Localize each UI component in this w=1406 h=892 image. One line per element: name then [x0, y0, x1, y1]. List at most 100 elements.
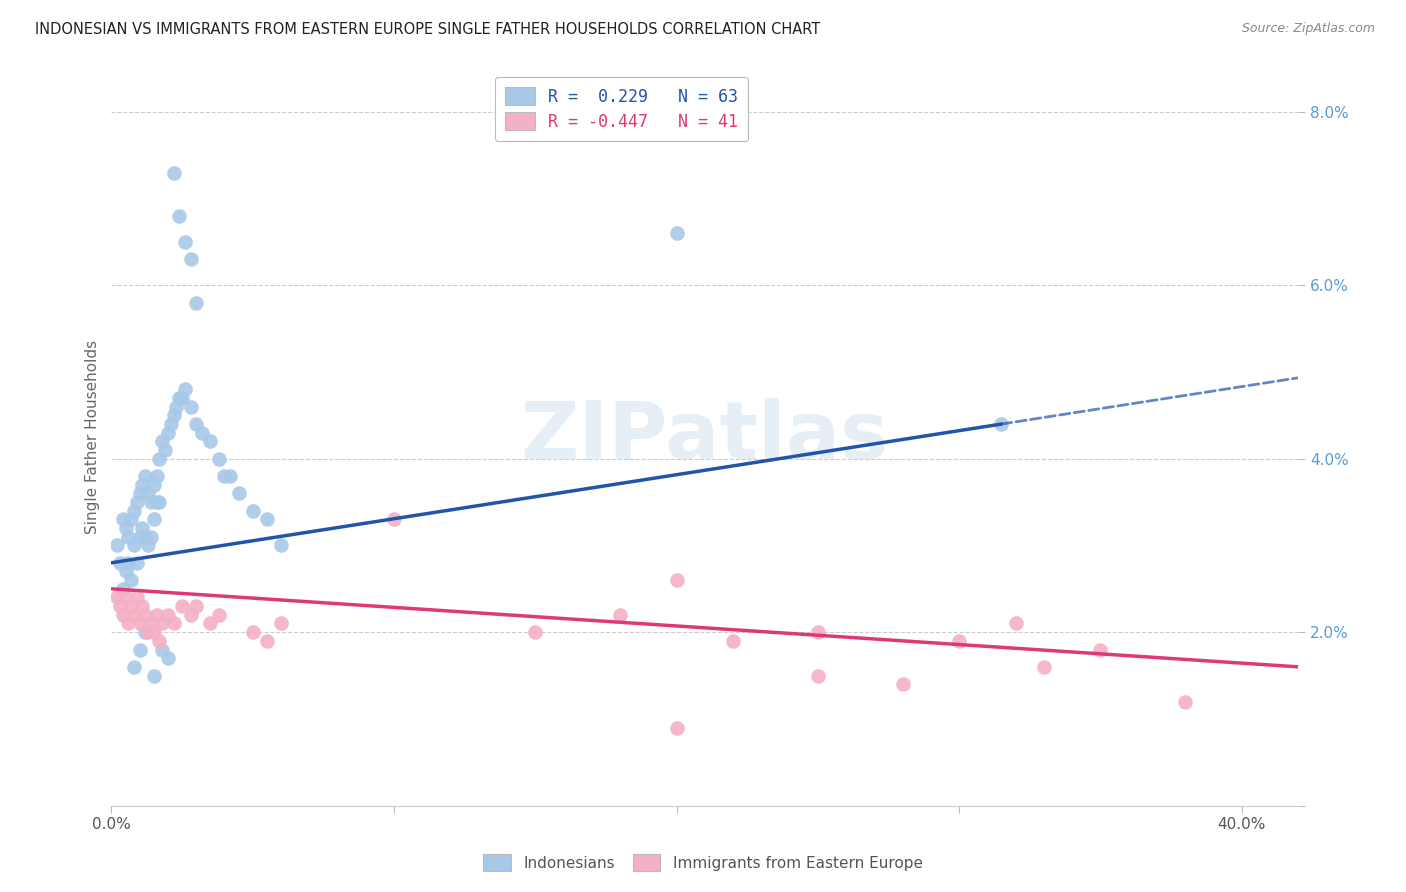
- Point: [122, 660, 145, 674]
- Point: [122, 607, 145, 622]
- Point: [142, 668, 165, 682]
- Point: [208, 607, 231, 622]
- Point: [117, 530, 139, 544]
- Point: [136, 486, 159, 500]
- Point: [162, 165, 184, 179]
- Legend: R =  0.229   N = 63, R = -0.447   N = 41: R = 0.229 N = 63, R = -0.447 N = 41: [495, 77, 748, 141]
- Point: [165, 400, 187, 414]
- Point: [125, 591, 148, 605]
- Point: [131, 477, 153, 491]
- Text: ZIPatlas: ZIPatlas: [520, 398, 889, 476]
- Point: [200, 616, 222, 631]
- Point: [200, 434, 222, 449]
- Point: [170, 599, 193, 614]
- Point: [128, 486, 150, 500]
- Point: [122, 504, 145, 518]
- Point: [111, 607, 134, 622]
- Point: [167, 209, 190, 223]
- Point: [148, 495, 170, 509]
- Point: [807, 668, 830, 682]
- Point: [114, 521, 136, 535]
- Point: [382, 512, 405, 526]
- Point: [111, 512, 134, 526]
- Point: [120, 573, 142, 587]
- Point: [117, 616, 139, 631]
- Point: [105, 591, 128, 605]
- Point: [136, 625, 159, 640]
- Point: [242, 625, 264, 640]
- Point: [162, 409, 184, 423]
- Point: [159, 417, 181, 431]
- Point: [1004, 616, 1026, 631]
- Point: [134, 625, 156, 640]
- Point: [1090, 642, 1112, 657]
- Point: [173, 235, 195, 249]
- Point: [167, 391, 190, 405]
- Point: [145, 495, 167, 509]
- Point: [131, 521, 153, 535]
- Point: [186, 599, 208, 614]
- Point: [145, 469, 167, 483]
- Point: [111, 582, 134, 596]
- Point: [721, 633, 744, 648]
- Point: [134, 469, 156, 483]
- Point: [807, 625, 830, 640]
- Point: [108, 556, 131, 570]
- Point: [156, 651, 179, 665]
- Point: [186, 295, 208, 310]
- Point: [665, 573, 688, 587]
- Point: [219, 469, 242, 483]
- Point: [270, 616, 292, 631]
- Point: [180, 400, 202, 414]
- Point: [180, 607, 202, 622]
- Point: [139, 495, 162, 509]
- Point: [208, 451, 231, 466]
- Point: [609, 607, 631, 622]
- Point: [150, 616, 173, 631]
- Point: [256, 633, 278, 648]
- Point: [134, 530, 156, 544]
- Point: [170, 391, 193, 405]
- Point: [148, 451, 170, 466]
- Point: [162, 616, 184, 631]
- Point: [120, 599, 142, 614]
- Point: [150, 642, 173, 657]
- Point: [139, 616, 162, 631]
- Point: [131, 599, 153, 614]
- Point: [120, 512, 142, 526]
- Point: [148, 633, 170, 648]
- Point: [242, 504, 264, 518]
- Point: [156, 425, 179, 440]
- Text: Source: ZipAtlas.com: Source: ZipAtlas.com: [1241, 22, 1375, 36]
- Point: [108, 599, 131, 614]
- Point: [156, 607, 179, 622]
- Point: [125, 495, 148, 509]
- Point: [173, 383, 195, 397]
- Point: [145, 607, 167, 622]
- Point: [228, 486, 250, 500]
- Point: [948, 633, 970, 648]
- Point: [122, 538, 145, 552]
- Point: [114, 591, 136, 605]
- Point: [180, 252, 202, 267]
- Point: [105, 538, 128, 552]
- Point: [117, 556, 139, 570]
- Point: [524, 625, 547, 640]
- Legend: Indonesians, Immigrants from Eastern Europe: Indonesians, Immigrants from Eastern Eur…: [477, 848, 929, 877]
- Point: [128, 642, 150, 657]
- Point: [134, 607, 156, 622]
- Y-axis label: Single Father Households: Single Father Households: [86, 340, 100, 534]
- Text: INDONESIAN VS IMMIGRANTS FROM EASTERN EUROPE SINGLE FATHER HOUSEHOLDS CORRELATIO: INDONESIAN VS IMMIGRANTS FROM EASTERN EU…: [35, 22, 820, 37]
- Point: [142, 625, 165, 640]
- Point: [256, 512, 278, 526]
- Point: [891, 677, 914, 691]
- Point: [191, 425, 214, 440]
- Point: [150, 434, 173, 449]
- Point: [1032, 660, 1054, 674]
- Point: [128, 530, 150, 544]
- Point: [136, 538, 159, 552]
- Point: [214, 469, 236, 483]
- Point: [990, 417, 1012, 431]
- Point: [125, 556, 148, 570]
- Point: [139, 530, 162, 544]
